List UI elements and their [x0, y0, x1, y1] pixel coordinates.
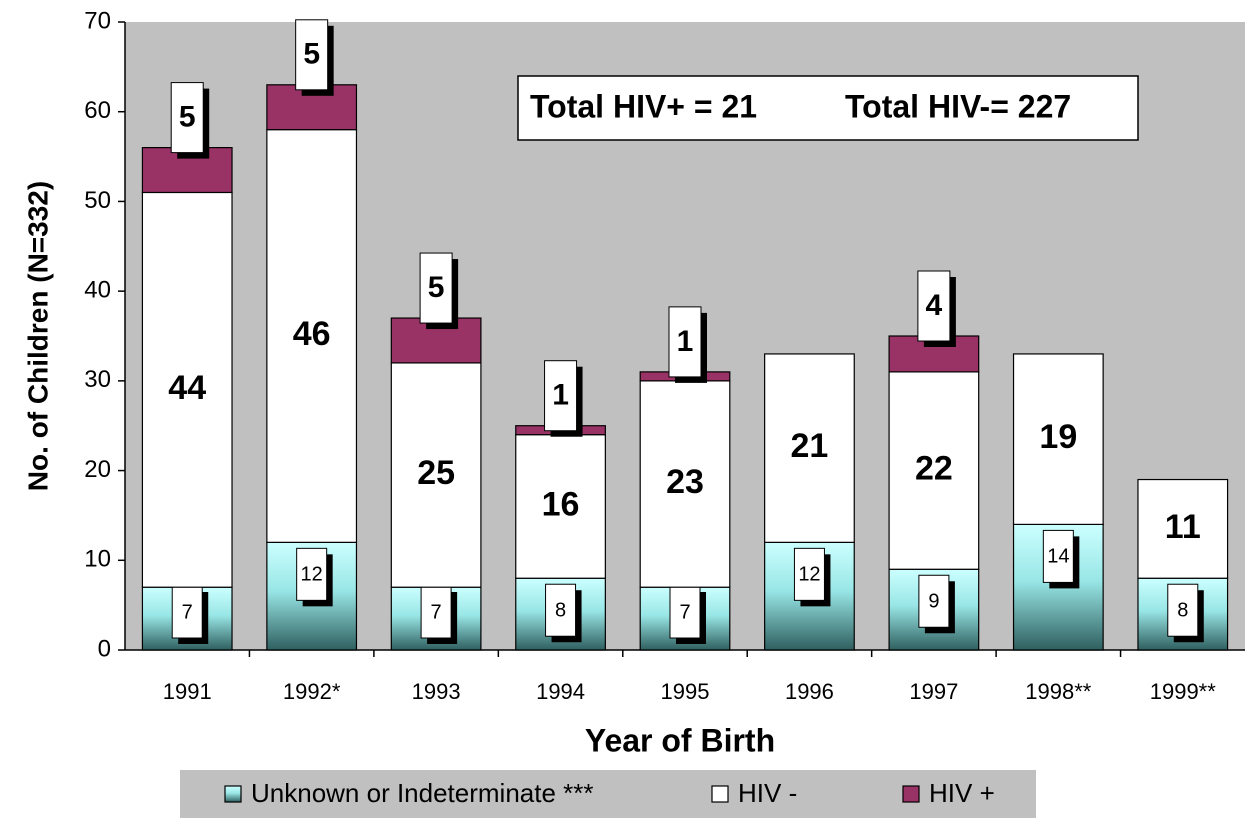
data-label: 8	[555, 600, 566, 622]
bar-segment	[1012, 353, 1104, 526]
y-tick-label: 70	[84, 7, 111, 34]
annotation: Total HIV+ = 21	[530, 88, 757, 124]
data-label: 12	[301, 564, 323, 586]
y-tick-label: 50	[84, 187, 111, 214]
label-box	[1042, 529, 1074, 583]
data-label: 7	[679, 601, 690, 623]
bar-segment	[141, 191, 233, 588]
data-label: 5	[428, 271, 445, 304]
y-tick-label: 30	[84, 366, 111, 393]
x-tick-label: 1998**	[1025, 679, 1092, 704]
bar-segment	[266, 129, 358, 543]
y-tick-label: 10	[84, 546, 111, 573]
data-label: 22	[915, 450, 953, 488]
data-label: 4	[926, 289, 943, 322]
data-label: 23	[666, 463, 704, 501]
data-label: 11	[1165, 508, 1201, 546]
x-tick-label: 1992*	[283, 679, 341, 704]
data-label: 46	[293, 315, 331, 353]
bar-segment	[764, 353, 855, 543]
legend-label: HIV -	[738, 778, 797, 808]
label-box	[545, 583, 577, 637]
x-tick-label: 1991	[163, 679, 212, 704]
bar-segment	[888, 371, 980, 570]
x-axis-title: Year of Birth	[585, 722, 775, 758]
data-label: 44	[168, 369, 206, 407]
label-box	[170, 82, 204, 154]
legend-swatch	[711, 785, 729, 803]
x-tick-label: 1994	[536, 679, 585, 704]
data-label: 1	[677, 325, 694, 358]
annotation: Total HIV-= 227	[845, 88, 1071, 124]
label-box	[419, 252, 453, 324]
bar-segment	[515, 434, 606, 579]
legend-label: HIV +	[929, 778, 995, 808]
label-box	[544, 360, 578, 432]
label-box	[918, 574, 950, 628]
x-tick-label: 1999**	[1150, 679, 1217, 704]
legend-label: Unknown or Indeterminate ***	[251, 778, 594, 808]
data-label: 7	[431, 601, 442, 623]
legend	[180, 770, 1036, 818]
label-box	[295, 19, 329, 91]
y-tick-label: 20	[84, 456, 111, 483]
data-label: 16	[542, 485, 580, 523]
data-label: 8	[1177, 600, 1188, 622]
y-tick-label: 0	[98, 635, 111, 662]
y-tick-label: 40	[84, 276, 111, 303]
data-label: 5	[179, 101, 196, 134]
label-box	[668, 306, 702, 378]
label-box	[793, 547, 825, 601]
data-label: 25	[417, 454, 455, 492]
label-box	[917, 270, 951, 342]
legend-swatch	[224, 785, 242, 803]
label-box	[1167, 583, 1199, 637]
bar-segment	[390, 362, 482, 588]
data-label: 9	[928, 591, 939, 613]
bar-segment	[1137, 478, 1229, 579]
annotation-box	[517, 75, 1139, 141]
y-tick-label: 60	[84, 97, 111, 124]
x-tick-label: 1993	[412, 679, 461, 704]
y-axis-title: No. of Children (N=332)	[22, 181, 53, 491]
label-box	[171, 585, 203, 639]
data-label: 19	[1039, 418, 1077, 456]
data-label: 1	[552, 379, 569, 412]
x-tick-label: 1995	[661, 679, 710, 704]
data-label: 7	[182, 601, 193, 623]
label-box	[296, 547, 328, 601]
data-label: 21	[791, 427, 829, 465]
legend-swatch	[902, 785, 920, 803]
data-label: 14	[1047, 546, 1069, 568]
data-label: 5	[303, 38, 320, 71]
x-tick-label: 1996	[785, 679, 834, 704]
x-tick-label: 1997	[909, 679, 958, 704]
data-label: 12	[798, 564, 820, 586]
